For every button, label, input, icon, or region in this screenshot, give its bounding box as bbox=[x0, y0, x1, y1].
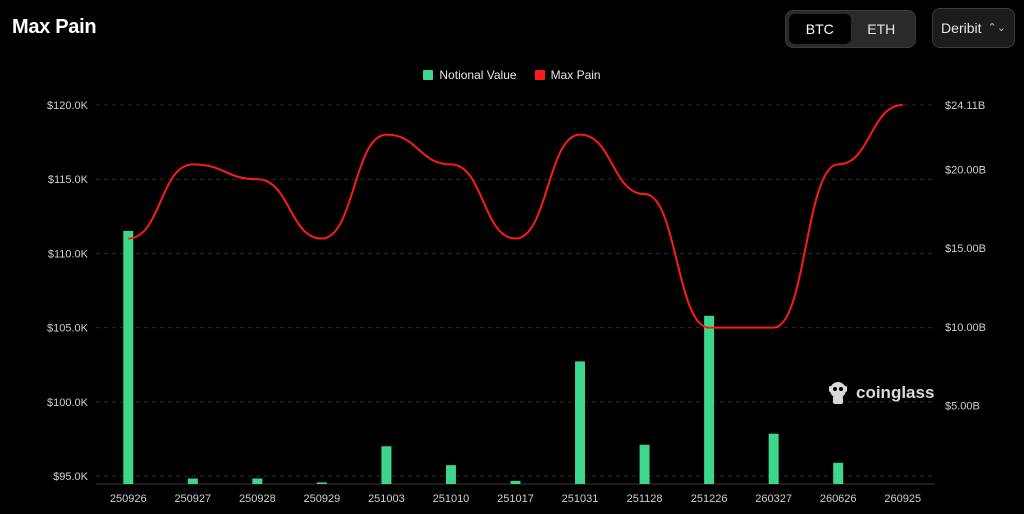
x-axis-tick-label: 250928 bbox=[239, 493, 276, 505]
legend-item-maxpain[interactable]: Max Pain bbox=[534, 68, 601, 82]
legend-swatch-notional bbox=[423, 70, 434, 80]
notional-value-bar bbox=[316, 482, 327, 484]
notional-value-bar bbox=[768, 433, 779, 484]
left-axis-tick-label: $105.0K bbox=[47, 323, 89, 335]
tab-btc[interactable]: BTC bbox=[789, 14, 851, 44]
notional-value-bar bbox=[187, 478, 198, 484]
tab-eth[interactable]: ETH bbox=[867, 21, 896, 37]
legend-item-notional[interactable]: Notional Value bbox=[423, 68, 517, 82]
x-axis-tick-label: 250926 bbox=[110, 493, 147, 505]
x-axis-tick-label: 251226 bbox=[691, 493, 728, 505]
x-axis-tick-label: 260925 bbox=[884, 493, 921, 505]
right-axis-tick-label: $20.00B bbox=[945, 165, 986, 177]
x-axis-tick-label: 251017 bbox=[497, 493, 534, 505]
watermark-text: coinglass bbox=[856, 383, 935, 402]
left-axis-tick-label: $115.0K bbox=[48, 174, 89, 186]
left-axis-tick-label: $110.0K bbox=[48, 248, 89, 260]
notional-value-bar bbox=[510, 480, 521, 484]
right-axis-tick-label: $10.00B bbox=[945, 322, 986, 334]
asset-toggle: BTC ETH bbox=[785, 10, 916, 48]
legend-label-maxpain: Max Pain bbox=[550, 68, 601, 82]
exchange-select-value: Deribit bbox=[941, 20, 982, 36]
x-axis-tick-label: 260327 bbox=[755, 493, 792, 505]
legend-label-notional: Notional Value bbox=[439, 68, 517, 82]
coinglass-logo-icon bbox=[829, 382, 847, 404]
x-axis-tick-label: 251031 bbox=[562, 493, 599, 505]
right-axis-tick-label: $24.11B bbox=[945, 100, 985, 112]
notional-value-bar bbox=[252, 478, 263, 484]
notional-value-bar bbox=[704, 315, 715, 484]
x-axis-tick-label: 260626 bbox=[820, 493, 857, 505]
x-axis-tick-label: 250927 bbox=[174, 493, 211, 505]
notional-value-bar bbox=[575, 361, 586, 484]
notional-value-bar bbox=[833, 462, 844, 484]
right-axis-tick-label: $15.00B bbox=[945, 243, 986, 255]
notional-value-bar bbox=[445, 465, 456, 484]
page-title: Max Pain bbox=[12, 16, 97, 38]
x-axis-tick-label: 251010 bbox=[433, 493, 470, 505]
x-axis-tick-label: 251003 bbox=[368, 493, 405, 505]
max-pain-line bbox=[128, 104, 903, 329]
notional-value-bar bbox=[639, 444, 650, 484]
watermark: coinglass bbox=[826, 380, 934, 406]
x-axis-tick-label: 250929 bbox=[304, 493, 341, 505]
left-axis-tick-label: $100.0K bbox=[47, 397, 89, 409]
left-axis-tick-label: $120.0K bbox=[47, 100, 89, 112]
notional-value-bar bbox=[381, 446, 392, 484]
left-axis-tick-label: $95.0K bbox=[53, 471, 89, 483]
chart-legend: Notional Value Max Pain bbox=[0, 68, 1024, 82]
x-axis-tick-label: 251128 bbox=[627, 493, 663, 505]
chevron-up-down-icon: ⌃⌄ bbox=[987, 21, 1006, 34]
exchange-select[interactable]: Deribit ⌃⌄ bbox=[932, 8, 1015, 48]
legend-swatch-maxpain bbox=[534, 70, 545, 80]
notional-value-bar bbox=[123, 230, 134, 484]
right-axis-tick-label: $5.00B bbox=[945, 400, 980, 412]
